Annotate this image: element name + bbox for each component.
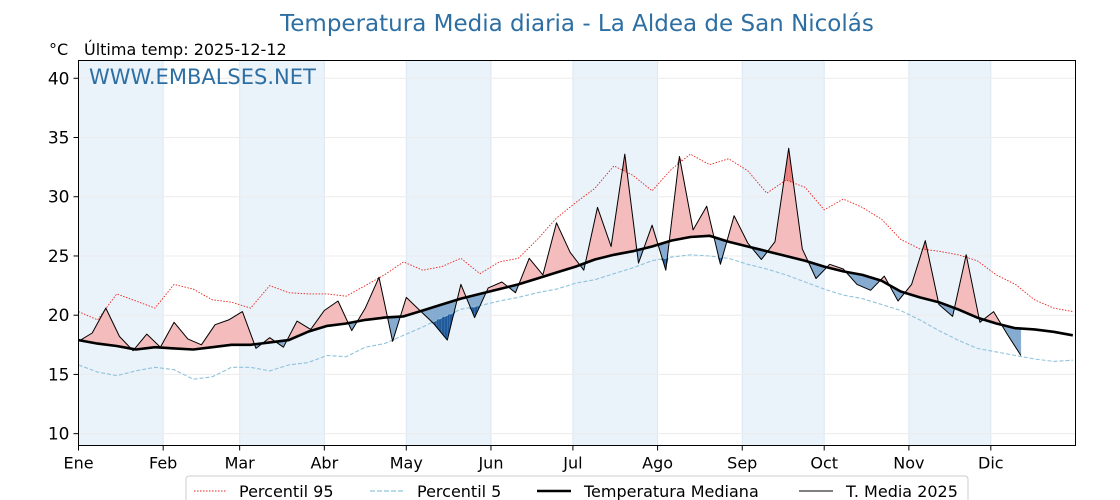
anomaly-fill-day-52 — [217, 322, 221, 347]
x-tick-label-Mar: Mar — [225, 454, 256, 473]
x-tick-label-Feb: Feb — [149, 454, 177, 473]
month-band-Ene — [78, 60, 164, 446]
y-tick-label-30: 30 — [48, 188, 70, 208]
series-line-2025 — [78, 147, 1022, 356]
anomaly-fill-day-54 — [223, 320, 227, 347]
legend-item-year: T. Media 2025 — [799, 482, 958, 500]
chart-title: Temperatura Media diaria - La Aldea de S… — [279, 11, 874, 37]
y-tick-label-35: 35 — [48, 129, 70, 149]
y-tick-label-10: 10 — [48, 425, 70, 445]
anomaly-fill-day-92 — [326, 306, 330, 327]
x-tick-label-Ene: Ene — [63, 454, 93, 473]
legend-item-p95: Percentil 95 — [194, 482, 334, 500]
unit-label: °C — [49, 40, 68, 59]
month-band-May — [406, 60, 491, 446]
series-line-p5 — [78, 254, 1073, 380]
anomaly-fill-day-58 — [233, 314, 238, 346]
anomaly-fills — [78, 148, 1022, 357]
legend-label-year: T. Media 2025 — [845, 482, 958, 500]
x-tick-label-Nov: Nov — [893, 454, 924, 473]
x-tick-label-Sep: Sep — [727, 454, 757, 473]
anomaly-fill-day-56 — [228, 317, 232, 346]
anomaly-fill-day-10 — [102, 307, 107, 345]
anomaly-fill-day-51 — [214, 323, 219, 348]
x-tick-label-Jun: Jun — [477, 454, 503, 473]
extreme-fill-day-135 — [444, 315, 448, 341]
last-temp-label: Última temp: 2025-12-12 — [84, 40, 287, 59]
x-tick-label-Dic: Dic — [978, 454, 1004, 473]
series-line-median — [78, 234, 1074, 351]
series-line-p95 — [78, 153, 1073, 321]
anomaly-fill-day-94 — [332, 302, 336, 326]
extreme-fill-day-134 — [441, 316, 445, 337]
plot-frame — [78, 60, 1076, 446]
extreme-fill-day-133 — [439, 317, 442, 334]
grid-lines — [78, 60, 1076, 446]
month-band-Mar — [239, 60, 325, 446]
extreme-fill-day-136 — [447, 314, 450, 341]
y-tick-label-15: 15 — [48, 365, 70, 385]
x-tick-label-Jul: Jul — [562, 454, 582, 473]
extreme-fill-day-260 — [785, 148, 789, 182]
anomaly-fill-day-41 — [187, 338, 191, 350]
anomaly-fill-day-176 — [556, 222, 560, 273]
x-tick-label-May: May — [390, 454, 423, 473]
anomaly-fill-day-91 — [324, 308, 328, 327]
y-tick-label-20: 20 — [48, 306, 70, 326]
watermark: WWW.EMBALSES.NET — [89, 65, 316, 89]
anomaly-fill-day-93 — [329, 304, 333, 326]
legend-box — [185, 475, 969, 500]
anomaly-fill-day-55 — [225, 319, 229, 346]
series-lines — [78, 147, 1074, 380]
y-axis: 10 15 20 25 30 35 40 — [48, 69, 79, 445]
x-tick-label-Oct: Oct — [810, 454, 838, 473]
x-tick-label-Ago: Ago — [642, 454, 673, 473]
legend-label-p5: Percentil 5 — [417, 482, 501, 500]
legend-label-p95: Percentil 95 — [239, 482, 334, 500]
y-tick-label-25: 25 — [48, 247, 70, 267]
month-bands — [78, 60, 991, 446]
extreme-fill-day-146 — [474, 306, 478, 318]
legend-label-median: Temperatura Mediana — [583, 482, 759, 500]
x-axis: Ene Feb Mar Abr May Jun Jul Ago Sep Oct Nov Dic — [63, 445, 1004, 473]
y-tick-label-40: 40 — [48, 69, 70, 89]
anomaly-fill-day-177 — [559, 228, 563, 272]
x-tick-label-Abr: Abr — [310, 454, 338, 473]
anomaly-fill-day-36 — [173, 321, 178, 349]
anomaly-fill-day-53 — [220, 321, 224, 347]
anomaly-fill-day-59 — [236, 312, 240, 346]
anomaly-fill-day-95 — [335, 300, 339, 326]
anomaly-fill-day-57 — [231, 316, 235, 346]
anomaly-fill-day-287 — [859, 274, 863, 288]
legend-item-median: Temperatura Mediana — [537, 482, 759, 500]
legend: Percentil 95 Percentil 5 Temperatura Med… — [185, 475, 969, 500]
legend-item-p5: Percentil 5 — [370, 482, 501, 500]
anomaly-fill-day-60 — [239, 311, 243, 346]
